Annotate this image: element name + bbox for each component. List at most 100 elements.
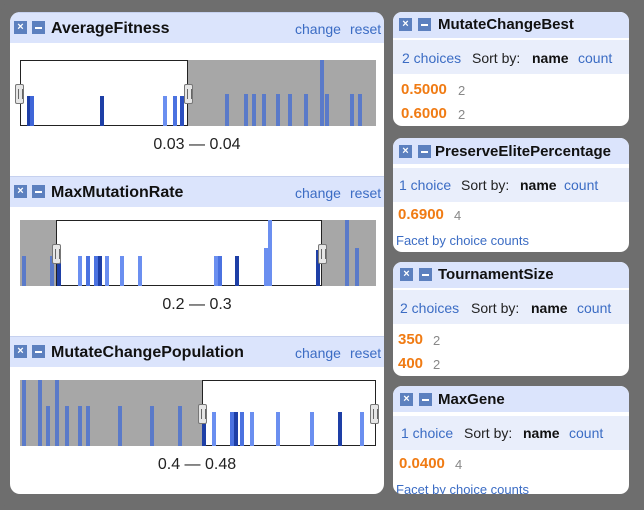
histogram-bar	[46, 406, 50, 446]
choice-count: 2	[433, 333, 441, 348]
range-handle-left[interactable]	[52, 244, 61, 264]
facet-header: × PreserveElitePercentage	[393, 138, 629, 164]
histogram-bar	[30, 96, 34, 126]
histogram	[20, 380, 376, 446]
histogram-bar	[27, 96, 31, 126]
reset-link[interactable]: reset	[350, 345, 382, 361]
sort-by-count[interactable]: count	[569, 425, 604, 441]
histogram-bar	[38, 380, 42, 446]
facet-by-choice-counts-link[interactable]: Facet by choice counts	[396, 482, 529, 494]
minimize-icon[interactable]	[32, 345, 45, 358]
histogram-bar	[118, 406, 122, 446]
sort-by-count[interactable]: count	[577, 300, 612, 316]
close-icon[interactable]: ×	[399, 145, 412, 158]
facet-title: MaxMutationRate	[51, 184, 184, 201]
histogram-bar	[240, 412, 244, 446]
list-facet-max-gene: × MaxGene 1 choice Sort by: name count 0…	[393, 386, 629, 494]
range-label: 0.2 — 0.3	[162, 296, 232, 313]
sort-by-label: Sort by:	[461, 177, 510, 193]
facet-title: MutateChangeBest	[438, 16, 574, 33]
choice-count: 2	[458, 83, 466, 98]
histogram-bar	[57, 256, 61, 286]
sort-by-name[interactable]: name	[520, 177, 557, 193]
choice-value[interactable]: 0.5000	[401, 81, 447, 98]
reset-link[interactable]: reset	[350, 21, 382, 37]
histogram-bar	[105, 256, 109, 286]
choice-value[interactable]: 0.0400	[399, 455, 445, 472]
range-handle-right[interactable]	[318, 244, 327, 264]
histogram-bar	[310, 412, 314, 446]
sort-by-label: Sort by:	[464, 425, 513, 441]
list-facet-mutate-change-best: × MutateChangeBest 2 choices Sort by: na…	[393, 12, 629, 126]
divider	[10, 332, 384, 336]
sort-by-name[interactable]: name	[531, 300, 568, 316]
choice-value[interactable]: 0.6000	[401, 105, 447, 122]
facet-title: TournamentSize	[438, 266, 554, 283]
reset-link[interactable]: reset	[350, 185, 382, 201]
close-icon[interactable]: ×	[400, 268, 413, 281]
range-handle-left[interactable]	[15, 84, 24, 104]
histogram-bar	[276, 94, 280, 126]
choice-count: 2	[458, 107, 466, 122]
histogram-bar	[212, 412, 216, 446]
histogram-bar	[350, 94, 354, 126]
histogram-bar	[264, 248, 268, 286]
facet-controls: 2 choices Sort by: name count	[393, 40, 629, 74]
change-link[interactable]: change	[295, 21, 341, 37]
histogram-bar	[234, 412, 238, 446]
histogram-bar	[250, 412, 254, 446]
histogram-bar	[338, 412, 342, 446]
facet-header: × MaxMutationRate change reset	[10, 176, 384, 207]
histogram-bar	[55, 380, 59, 446]
histogram-bar	[316, 250, 320, 286]
minimize-icon[interactable]	[419, 268, 432, 281]
histogram-bar	[345, 220, 349, 286]
facet-header: × TournamentSize	[393, 262, 629, 288]
sort-by-count[interactable]: count	[564, 177, 599, 193]
facet-by-choice-counts-link[interactable]: Facet by choice counts	[396, 233, 529, 248]
facet-header: × MutateChangePopulation change reset	[10, 336, 384, 367]
sort-by-label: Sort by:	[471, 300, 520, 316]
range-handle-left[interactable]	[198, 404, 207, 424]
list-facet-tournament-size: × TournamentSize 2 choices Sort by: name…	[393, 262, 629, 376]
sort-by-label: Sort by:	[472, 50, 521, 66]
close-icon[interactable]: ×	[399, 18, 412, 31]
facet-title: MaxGene	[438, 391, 505, 408]
histogram-bar	[100, 96, 104, 126]
choice-value[interactable]: 350	[398, 331, 424, 348]
minimize-icon[interactable]	[32, 185, 45, 198]
divider	[10, 170, 384, 176]
histogram-bar	[252, 94, 256, 126]
histogram-bar	[98, 256, 102, 286]
facet-header: × AverageFitness change reset	[10, 12, 384, 43]
minimize-icon[interactable]	[418, 18, 431, 31]
range-handle-right[interactable]	[184, 84, 193, 104]
sort-by-name[interactable]: name	[532, 50, 569, 66]
histogram-bar	[163, 96, 167, 126]
change-link[interactable]: change	[295, 345, 341, 361]
minimize-icon[interactable]	[32, 21, 45, 34]
facet-controls: 2 choices Sort by: name count	[393, 290, 629, 324]
choice-count: 2	[433, 357, 441, 372]
sort-by-name[interactable]: name	[523, 425, 560, 441]
sort-by-count[interactable]: count	[578, 50, 613, 66]
minimize-icon[interactable]	[418, 145, 431, 158]
histogram-bar	[50, 256, 54, 286]
choices-count: 1 choice	[399, 177, 452, 193]
close-icon[interactable]: ×	[14, 185, 27, 198]
histogram-bar	[244, 94, 248, 126]
facet-header: × MaxGene	[393, 386, 629, 412]
histogram-bar	[22, 256, 26, 286]
close-icon[interactable]: ×	[400, 393, 413, 406]
range-handle-right[interactable]	[370, 404, 379, 424]
range-facet-max-mutation-rate: × MaxMutationRate change reset 0.2 — 0.3	[10, 176, 384, 336]
facet-title: AverageFitness	[51, 20, 170, 37]
minimize-icon[interactable]	[419, 393, 432, 406]
close-icon[interactable]: ×	[14, 345, 27, 358]
close-icon[interactable]: ×	[14, 21, 27, 34]
list-facet-preserve-elite-percentage: × PreserveElitePercentage 1 choice Sort …	[393, 138, 629, 252]
histogram-bar	[150, 406, 154, 446]
choice-value[interactable]: 0.6900	[398, 206, 444, 223]
choice-value[interactable]: 400	[398, 355, 424, 372]
change-link[interactable]: change	[295, 185, 341, 201]
